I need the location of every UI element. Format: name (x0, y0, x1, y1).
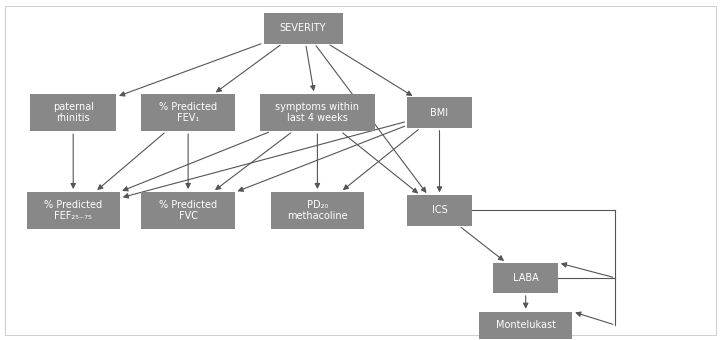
Text: % Predicted
FEV₁: % Predicted FEV₁ (159, 102, 217, 123)
FancyBboxPatch shape (493, 263, 558, 293)
FancyBboxPatch shape (260, 94, 375, 131)
FancyBboxPatch shape (479, 312, 572, 339)
FancyBboxPatch shape (27, 192, 120, 229)
FancyBboxPatch shape (407, 195, 472, 226)
FancyBboxPatch shape (141, 192, 235, 229)
FancyBboxPatch shape (407, 98, 472, 128)
Text: LABA: LABA (513, 273, 539, 283)
FancyBboxPatch shape (270, 192, 364, 229)
Text: % Predicted
FEF₂₅₋₇₅: % Predicted FEF₂₅₋₇₅ (44, 200, 102, 221)
FancyBboxPatch shape (264, 13, 342, 44)
Text: SEVERITY: SEVERITY (280, 23, 327, 33)
Text: symptoms within
last 4 weeks: symptoms within last 4 weeks (275, 102, 359, 123)
Text: ICS: ICS (432, 205, 447, 216)
Text: PD₂₀
methacoline: PD₂₀ methacoline (287, 200, 348, 221)
FancyBboxPatch shape (30, 94, 116, 131)
Text: Montelukast: Montelukast (496, 320, 556, 330)
FancyBboxPatch shape (141, 94, 235, 131)
Text: % Predicted
FVC: % Predicted FVC (159, 200, 217, 221)
Text: paternal
rhinitis: paternal rhinitis (53, 102, 94, 123)
Text: BMI: BMI (430, 108, 448, 118)
